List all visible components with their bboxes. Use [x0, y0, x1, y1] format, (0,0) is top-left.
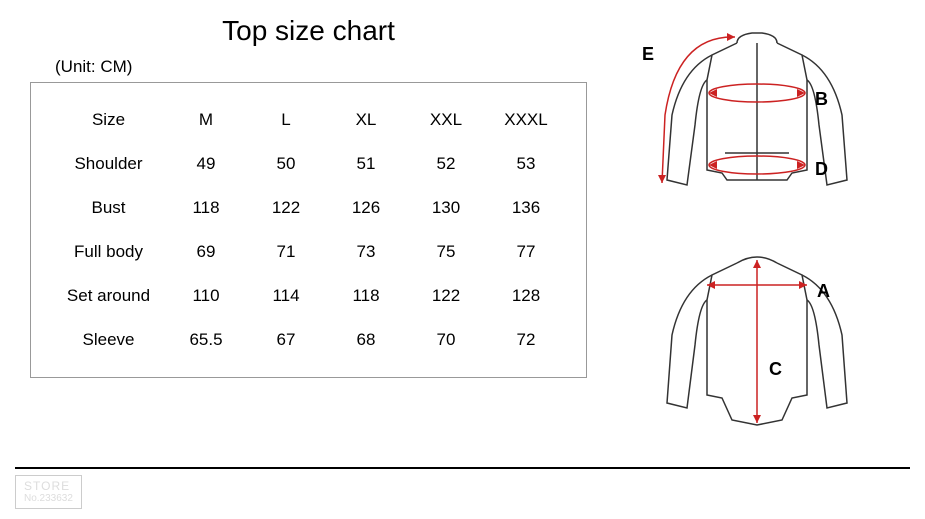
cell: 49	[166, 154, 246, 174]
row-setaround-label: Set around	[51, 286, 166, 306]
cell: 51	[326, 154, 406, 174]
table-row: Shoulder 49 50 51 52 53	[51, 142, 566, 186]
cell: 68	[326, 330, 406, 350]
divider-line	[15, 467, 910, 469]
size-table: Size M L XL XXL XXXL Shoulder 49 50 51 5…	[30, 82, 587, 378]
header-xxxl: XXXL	[486, 110, 566, 130]
cell: 126	[326, 198, 406, 218]
unit-label: (Unit: CM)	[55, 57, 597, 77]
cell: 122	[406, 286, 486, 306]
cell: 75	[406, 242, 486, 262]
cell: 118	[166, 198, 246, 218]
jacket-back-diagram: A C	[617, 245, 905, 445]
cell: 77	[486, 242, 566, 262]
table-row: Sleeve 65.5 67 68 70 72	[51, 318, 566, 362]
cell: 71	[246, 242, 326, 262]
cell: 114	[246, 286, 326, 306]
cell: 67	[246, 330, 326, 350]
row-shoulder-label: Shoulder	[51, 154, 166, 174]
cell: 72	[486, 330, 566, 350]
row-sleeve-label: Sleeve	[51, 330, 166, 350]
label-b: B	[815, 89, 828, 109]
label-c: C	[769, 359, 782, 379]
header-m: M	[166, 110, 246, 130]
cell: 69	[166, 242, 246, 262]
row-fullbody-label: Full body	[51, 242, 166, 262]
cell: 50	[246, 154, 326, 174]
header-xxl: XXL	[406, 110, 486, 130]
jacket-front-diagram: E B D	[617, 25, 905, 215]
cell: 128	[486, 286, 566, 306]
cell: 118	[326, 286, 406, 306]
cell: 65.5	[166, 330, 246, 350]
label-d: D	[815, 159, 828, 179]
cell: 70	[406, 330, 486, 350]
cell: 136	[486, 198, 566, 218]
table-row: Bust 118 122 126 130 136	[51, 186, 566, 230]
store-number: No.233632	[24, 493, 73, 505]
header-xl: XL	[326, 110, 406, 130]
left-section: Top size chart (Unit: CM) Size M L XL XX…	[20, 15, 617, 475]
cell: 122	[246, 198, 326, 218]
cell: 110	[166, 286, 246, 306]
cell: 52	[406, 154, 486, 174]
cell: 53	[486, 154, 566, 174]
store-title: STORE	[24, 479, 73, 493]
table-row: Set around 110 114 118 122 128	[51, 274, 566, 318]
header-l: L	[246, 110, 326, 130]
cell: 130	[406, 198, 486, 218]
row-bust-label: Bust	[51, 198, 166, 218]
table-header-row: Size M L XL XXL XXXL	[51, 98, 566, 142]
store-badge: STORE No.233632	[15, 475, 82, 509]
label-a: A	[817, 281, 830, 301]
label-e: E	[642, 44, 654, 64]
cell: 73	[326, 242, 406, 262]
chart-title: Top size chart	[20, 15, 597, 47]
right-section: E B D	[617, 15, 905, 475]
header-size: Size	[51, 110, 166, 130]
table-row: Full body 69 71 73 75 77	[51, 230, 566, 274]
